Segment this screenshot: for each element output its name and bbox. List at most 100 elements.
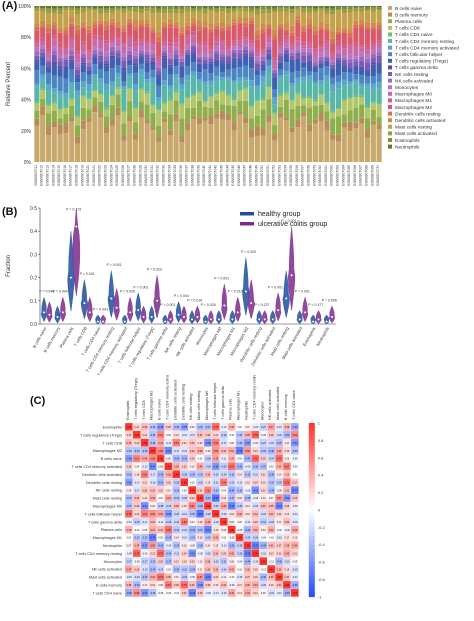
bar-segment: [254, 61, 260, 64]
bar-segment: [185, 54, 191, 56]
bar-segment: [132, 26, 139, 30]
bar-segment: [156, 109, 162, 111]
bar-segment: [283, 6, 289, 7]
cell-value: -0.18: [221, 513, 227, 516]
bar-segment: [335, 109, 342, 117]
bar-segment: [196, 78, 202, 83]
bar-segment: [214, 50, 220, 54]
bar-segment: [132, 133, 139, 140]
bar-segment: [156, 6, 162, 9]
bar-segment: [156, 110, 162, 126]
bar-segment: [34, 47, 40, 52]
cell-value: -0.38: [268, 473, 274, 476]
stacked-bar-chart: Relative Percent0%20%40%60%80%100%GSM390…: [6, 4, 459, 186]
bar-segment: [283, 71, 289, 76]
bar-segment: [34, 70, 40, 84]
bar-segment: [144, 93, 150, 105]
x-tick-label: GSM3907024: [109, 165, 113, 186]
bar-segment: [266, 71, 272, 87]
bar-segment: [260, 64, 266, 67]
bar-segment: [219, 89, 226, 92]
bar-segment: [312, 84, 318, 100]
bar-segment: [179, 135, 185, 143]
bar-segment: [109, 86, 115, 96]
bar-segment: [86, 84, 92, 92]
bar-segment: [40, 48, 46, 53]
bar-segment: [138, 117, 144, 162]
bar-segment: [272, 89, 278, 98]
bar-segment: [121, 109, 127, 112]
bar-segment: [121, 31, 127, 43]
bar-segment: [243, 77, 249, 81]
bar-segment: [243, 55, 249, 66]
median-dot: [182, 316, 185, 319]
cell-value: 0.61: [158, 434, 163, 437]
bar-segment: [335, 41, 342, 47]
bar-segment: [161, 6, 168, 7]
bar-segment: [341, 100, 347, 115]
bar-segment: [92, 78, 98, 90]
bar-segment: [92, 6, 98, 8]
colorbar-segment: [308, 453, 315, 459]
bar-segment: [347, 81, 353, 85]
violin-uc: [153, 275, 161, 319]
bar-segment: [167, 9, 173, 14]
cell-value: -0.25: [213, 505, 219, 508]
bar-segment: [173, 9, 179, 14]
bar-segment: [74, 51, 81, 55]
p-value-label: P = 0.004: [53, 290, 68, 294]
cell-value: 0.21: [293, 552, 298, 555]
cell-value: -0.35: [213, 489, 219, 492]
bar-segment: [260, 9, 266, 14]
legend-swatch: [388, 19, 392, 24]
legend-label: Plasma cells: [395, 19, 423, 25]
bar-segment: [330, 91, 336, 112]
bar-segment: [272, 69, 278, 73]
bar-segment: [40, 88, 46, 91]
bar-segment: [353, 20, 359, 25]
cell-value: 0.32: [190, 584, 195, 587]
cell-value: 0.35: [174, 505, 179, 508]
bar-segment: [312, 123, 318, 162]
bar-segment: [353, 122, 359, 129]
cell-value: 0.01: [127, 537, 132, 540]
violin-uc: [207, 310, 214, 325]
bar-segment: [173, 91, 179, 93]
cell-value: -0.24: [221, 473, 227, 476]
bar-segment: [266, 7, 272, 10]
cell-value: 0.38: [127, 529, 132, 532]
bar-segment: [190, 23, 197, 26]
bar-segment: [144, 123, 150, 162]
cell-value: 1.00: [158, 458, 163, 461]
bar-segment: [306, 124, 313, 132]
bar-segment: [202, 64, 208, 70]
cell-value: -0.38: [197, 545, 203, 548]
cell-value: -0.08: [253, 497, 259, 500]
col-label: NK cells activated: [268, 390, 272, 420]
row-label: T cells CD4 memory resting: [75, 552, 122, 556]
cell-value: -0.13: [213, 592, 219, 595]
bar-segment: [364, 137, 371, 162]
cell-value: -0.28: [182, 473, 188, 476]
cell-value: -0.12: [276, 592, 282, 595]
cell-value: 0.00: [198, 458, 203, 461]
bar-segment: [150, 6, 156, 7]
cell-value: 0.04: [166, 434, 171, 437]
cell-value: -0.29: [276, 481, 282, 484]
bar-segment: [335, 33, 342, 42]
bar-segment: [341, 55, 347, 58]
bar-segment: [289, 72, 295, 84]
bar-segment: [289, 99, 295, 101]
bar-segment: [57, 27, 63, 32]
bar-segment: [295, 9, 301, 16]
cell-value: 0.25: [190, 458, 195, 461]
y-tick-label: 20%: [21, 129, 32, 135]
bar-segment: [98, 39, 104, 49]
bar-segment: [179, 118, 185, 136]
bar-segment: [219, 119, 226, 162]
cell-value: 0.03: [269, 466, 274, 469]
bar-segment: [301, 28, 307, 32]
bar-segment: [51, 12, 57, 22]
bar-segment: [185, 108, 191, 124]
cell-value: 0.21: [135, 513, 140, 516]
